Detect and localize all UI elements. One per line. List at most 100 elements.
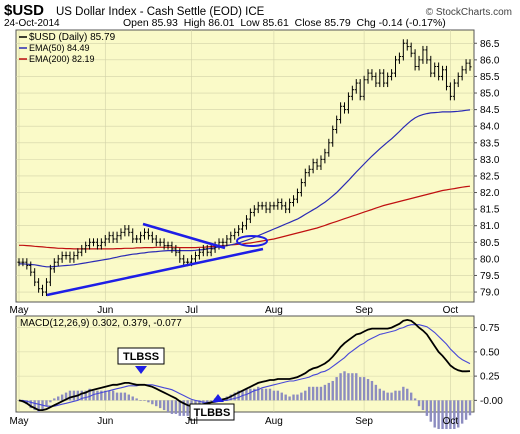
macd-histogram-bar: [182, 400, 185, 416]
price-bar: [417, 55, 421, 71]
price-y-tick-label: 84.5: [480, 105, 500, 116]
macd-histogram-bar: [170, 400, 174, 414]
price-bar: [303, 168, 307, 187]
macd-histogram-bar: [123, 392, 127, 401]
resistance-trendline: [142, 222, 226, 250]
macd-histogram-bar: [53, 398, 56, 401]
macd-histogram-bar: [158, 400, 162, 409]
price-bar: [382, 69, 386, 88]
price-bar: [146, 228, 151, 240]
macd-histogram-bar: [296, 394, 299, 401]
price-bar: [291, 195, 296, 207]
price-bar: [342, 102, 347, 114]
price-bar: [237, 225, 241, 237]
price-x-tick-label: Sep: [355, 305, 373, 316]
price-bar: [68, 251, 72, 263]
price-y-tick-label: 79.5: [480, 271, 500, 282]
price-bar: [311, 158, 315, 174]
macd-histogram-bar: [453, 400, 456, 432]
macd-histogram-bar: [292, 394, 295, 401]
price-bar: [244, 215, 249, 230]
macd-histogram-bar: [280, 392, 283, 401]
price-bar: [240, 221, 245, 234]
price-bar: [150, 231, 154, 243]
macd-histogram-bar: [206, 400, 209, 403]
price-bar: [315, 158, 319, 170]
macd-histogram-bar: [49, 400, 52, 403]
price-bar: [209, 244, 213, 257]
macd-x-tick-label: May: [10, 416, 29, 427]
macd-histogram-bar: [257, 386, 260, 401]
macd-histogram: [17, 371, 472, 434]
legend-ema50: EMA(50) 84.49: [29, 43, 90, 53]
macd-histogram-bar: [178, 400, 181, 416]
price-bar: [405, 39, 409, 51]
macd-histogram-bar: [60, 394, 64, 401]
macd-histogram-bar: [327, 382, 331, 401]
breakout-circle: [236, 235, 268, 247]
macd-histogram-bar: [406, 388, 409, 401]
macd-histogram-bar: [331, 380, 334, 401]
macd-histogram-bar: [288, 396, 291, 401]
price-y-tick-label: 86.0: [480, 55, 500, 66]
macd-histogram-bar: [362, 377, 366, 401]
price-y-tick-label: 81.0: [480, 221, 500, 232]
price-bar: [72, 251, 76, 263]
macd-histogram-bar: [104, 390, 107, 401]
macd-histogram-bar: [115, 392, 119, 401]
price-bar: [346, 92, 351, 114]
tlbss-label: TLBSS: [123, 351, 159, 363]
macd-histogram-bar: [147, 400, 150, 403]
macd-histogram-bar: [57, 396, 60, 401]
price-bar: [37, 278, 41, 293]
macd-histogram-bar: [421, 400, 425, 411]
price-bar: [135, 234, 139, 243]
price-bar: [21, 258, 25, 267]
price-x-tick-label: Oct: [443, 305, 459, 316]
price-bar: [276, 198, 280, 210]
macd-histogram-bar: [249, 388, 252, 401]
macd-histogram-bar: [162, 400, 166, 411]
price-bar: [421, 45, 425, 64]
price-y-tick-label: 80.0: [480, 254, 500, 265]
price-bar: [225, 234, 229, 247]
price-bar: [123, 225, 127, 237]
price-bar: [362, 75, 366, 101]
macd-histogram-bar: [100, 390, 103, 401]
macd-histogram-bar: [268, 388, 272, 401]
macd-histogram-bar: [284, 394, 287, 401]
price-bar: [299, 178, 303, 197]
price-y-tick-label: 81.5: [480, 205, 500, 216]
price-bar: [87, 238, 92, 250]
tlbss-arrow-icon: [135, 366, 147, 374]
legend-price: $USD (Daily) 85.79: [29, 32, 116, 43]
tlbbs-box: [189, 403, 235, 421]
price-bar: [374, 72, 378, 88]
price-bar: [264, 201, 268, 214]
price-bar: [178, 248, 182, 263]
price-bar: [233, 228, 237, 240]
price-bar: [99, 238, 103, 250]
price-bar: [252, 205, 256, 217]
macd-line: [18, 318, 471, 412]
macd-histogram-bar: [374, 384, 378, 401]
price-y-tick-label: 84.0: [480, 122, 500, 133]
price-y-tick-label: 79.0: [480, 288, 500, 299]
macd-histogram-bar: [96, 390, 99, 401]
macd-histogram-bar: [355, 373, 358, 401]
macd-histogram-bar: [433, 400, 436, 428]
price-bar: [401, 39, 405, 61]
price-y-tick-label: 83.0: [480, 155, 500, 166]
price-y-tick-label: 80.5: [480, 238, 500, 249]
macd-histogram-bar: [108, 390, 111, 401]
tlbss-box: [117, 347, 165, 365]
macd-histogram-bar: [84, 390, 87, 401]
macd-histogram-bar: [260, 388, 264, 401]
macd-y-axis: -0.00 0.25 0.50 0.75: [474, 323, 503, 407]
price-bar: [260, 201, 264, 210]
price-bar: [307, 165, 311, 177]
price-bar: [91, 238, 96, 247]
price-bar: [64, 251, 68, 260]
price-bar: [338, 102, 343, 124]
